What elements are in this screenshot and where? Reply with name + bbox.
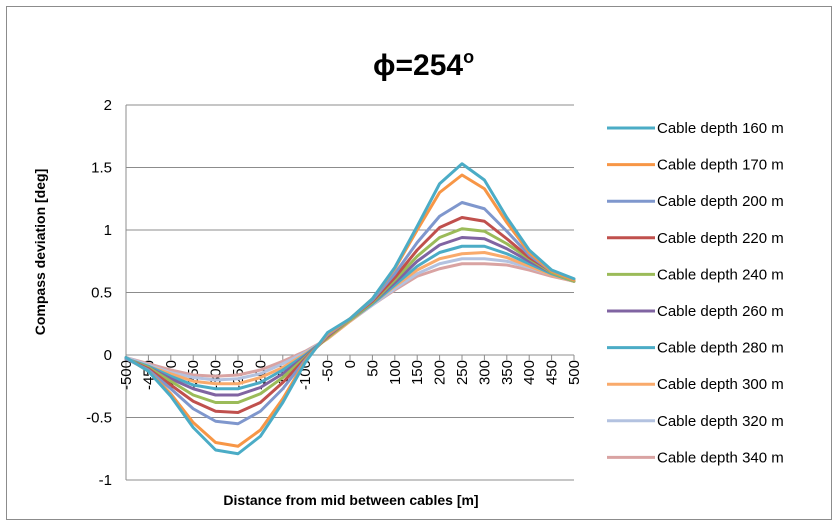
x-tick-label: 450 — [544, 360, 561, 385]
chart-frame: ϕ=254o 2 1.5 1 0.5 0 -0.5 -1 -500 -450 -400 -350-… — [6, 6, 832, 520]
legend: Cable depth 160 m Cable depth 170 m Cable … — [607, 120, 784, 466]
legend-label: Cable depth 340 m — [657, 449, 784, 466]
x-tick-label: -50 — [320, 360, 337, 382]
y-tick-label: 1 — [104, 222, 112, 239]
x-tick-label: -500 — [118, 360, 135, 390]
legend-label: Cable depth 200 m — [657, 193, 784, 210]
legend-label: Cable depth 160 m — [657, 120, 784, 137]
x-tick-label: 250 — [454, 360, 471, 385]
y-tick-label: 1.5 — [91, 160, 112, 177]
line-chart: ϕ=254o 21.510.50-0.5-1 -500 -450 -400 -350-… — [32, 47, 784, 508]
y-axis-title: Compass deviation [deg] — [32, 169, 48, 335]
legend-label: Cable depth 260 m — [657, 303, 784, 320]
series-line-1 — [124, 162, 576, 456]
chart-title: ϕ=254o — [373, 47, 474, 82]
x-tick-label: 0 — [342, 360, 359, 368]
legend-label: Cable depth 300 m — [657, 376, 784, 393]
x-tick-label: 150 — [409, 360, 426, 385]
legend-label: Cable depth 320 m — [657, 413, 784, 430]
x-tick-label: 50 — [364, 360, 381, 377]
legend-label: Cable depth 170 m — [657, 157, 784, 174]
legend-label: Cable depth 220 m — [657, 230, 784, 247]
x-tick-label: 200 — [432, 360, 449, 385]
x-tick-label: 100 — [387, 360, 404, 385]
x-tick-label: 400 — [521, 360, 538, 385]
y-tick-label: 2 — [104, 97, 112, 114]
x-axis-title: Distance from mid between cables [m] — [223, 492, 478, 508]
y-tick-label: -1 — [99, 472, 112, 489]
y-tick-label: 0.5 — [91, 285, 112, 302]
x-tick-label: 300 — [476, 360, 493, 385]
series-lines — [124, 162, 576, 456]
y-tick-label: 0 — [104, 347, 112, 364]
x-tick-label: 350 — [499, 360, 516, 385]
y-axis-ticks: 2 1.5 1 0.5 0 -0.5 -1 — [86, 97, 112, 489]
legend-label: Cable depth 280 m — [657, 340, 784, 357]
y-tick-label: -0.5 — [86, 410, 112, 427]
chart-title-superscript: o — [463, 47, 474, 67]
x-tick-label: 500 — [566, 360, 583, 385]
legend-label: Cable depth 240 m — [657, 266, 784, 283]
